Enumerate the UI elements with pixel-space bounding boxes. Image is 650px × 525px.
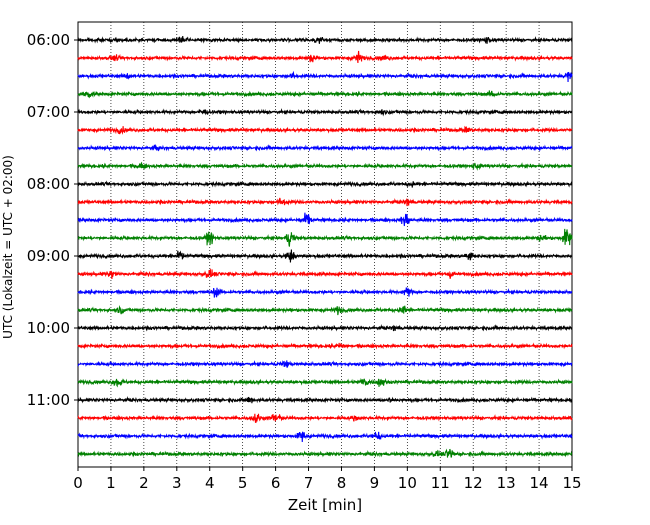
y-axis: 06:00 07:00 08:00 09:00 10:00 11:00: [27, 31, 78, 409]
trace-0900: [77, 249, 573, 263]
trace-1145: [77, 448, 573, 458]
x-axis-label: Zeit [min]: [288, 496, 362, 514]
x-tick-label: 6: [271, 474, 281, 492]
trace-0815: [77, 197, 573, 207]
y-tick-label: 11:00: [27, 391, 70, 409]
trace-1115: [77, 413, 573, 424]
y-tick-label: 08:00: [27, 175, 70, 193]
trace-0800: [77, 180, 573, 188]
x-tick-label: 1: [106, 474, 116, 492]
trace-0615: [77, 50, 573, 64]
x-tick-label: 4: [205, 474, 215, 492]
x-tick-label: 12: [464, 474, 483, 492]
x-tick-label: 0: [73, 474, 83, 492]
x-tick-label: 7: [304, 474, 314, 492]
x-tick-label: 8: [337, 474, 347, 492]
x-tick-label: 9: [370, 474, 380, 492]
trace-0630: [77, 70, 573, 83]
trace-0745: [77, 161, 573, 171]
trace-0845: [77, 228, 573, 247]
trace-layer: [77, 35, 573, 458]
trace-1130: [77, 431, 573, 443]
x-tick-label: 13: [497, 474, 516, 492]
plot-frame: [77, 21, 573, 468]
y-axis-label: UTC (Lokalzeit = UTC + 02:00): [1, 155, 15, 339]
trace-1030: [77, 359, 573, 368]
x-tick-label: 11: [431, 474, 450, 492]
x-tick-label: 3: [172, 474, 182, 492]
trace-0730: [77, 143, 573, 152]
y-tick-label: 06:00: [27, 31, 70, 49]
trace-0600: [77, 35, 573, 45]
trace-0945: [77, 304, 573, 316]
trace-1000: [77, 324, 573, 332]
trace-1100: [77, 396, 573, 404]
trace-0930: [77, 287, 573, 298]
x-tick-label: 2: [139, 474, 149, 492]
x-axis: 0 1 2 3 4 5 6 7 8 9 10 11 12 13 14 15: [73, 467, 582, 492]
trace-1015: [77, 342, 573, 350]
trace-0715: [77, 125, 573, 135]
trace-0830: [77, 212, 573, 227]
trace-0700: [77, 108, 573, 117]
y-tick-label: 07:00: [27, 103, 70, 121]
trace-0645: [77, 90, 573, 99]
x-tick-label: 10: [398, 474, 417, 492]
trace-0915: [77, 268, 573, 280]
x-tick-label: 14: [530, 474, 549, 492]
y-tick-label: 09:00: [27, 247, 70, 265]
x-tick-label: 15: [562, 474, 581, 492]
trace-1045: [77, 377, 573, 388]
x-tick-label: 5: [238, 474, 248, 492]
y-tick-label: 10:00: [27, 319, 70, 337]
